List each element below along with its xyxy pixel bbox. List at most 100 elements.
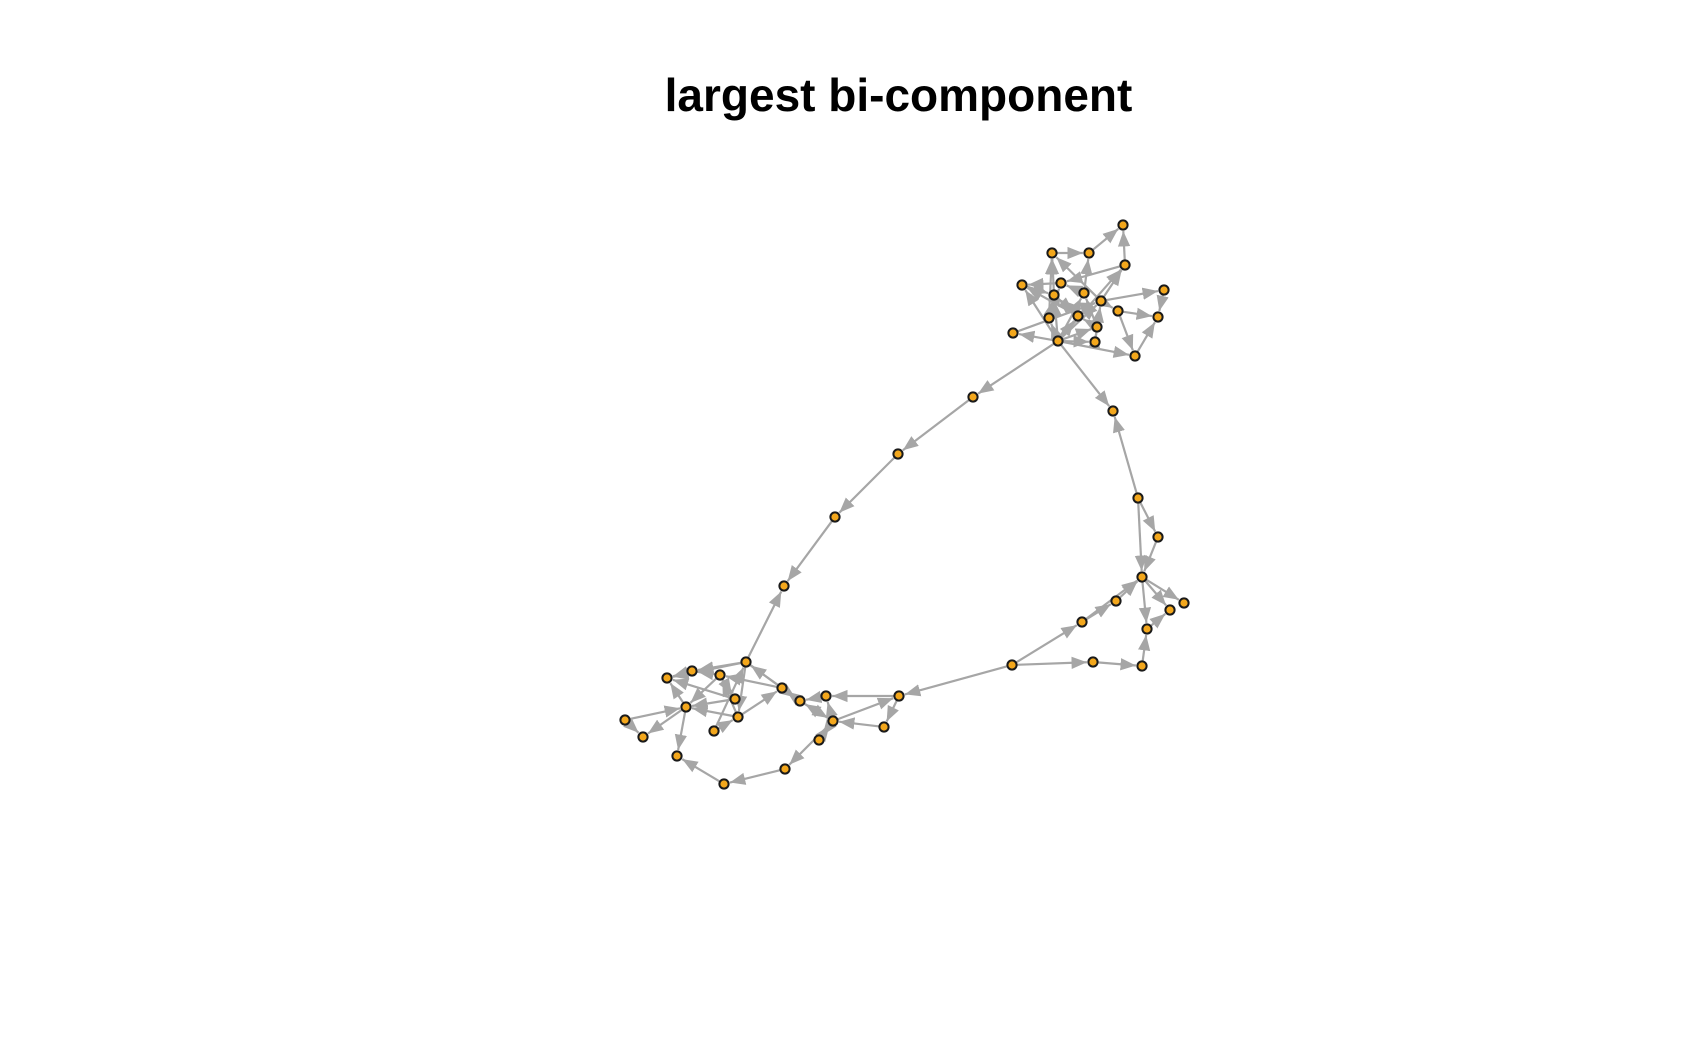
edge-t17-t4 xyxy=(1060,268,1122,339)
node-t18 xyxy=(1089,336,1101,348)
edge-t7-t6 xyxy=(1066,284,1084,298)
node-m4 xyxy=(1110,595,1122,607)
node-r2 xyxy=(1132,492,1144,504)
edge-b11-b5 xyxy=(741,690,778,716)
edge-b5-b4 xyxy=(725,673,778,689)
node-b20 xyxy=(718,778,730,790)
node-b9 xyxy=(820,690,832,702)
edge-b9-b8 xyxy=(805,690,823,703)
edge-r2-r3 xyxy=(1139,501,1157,533)
edge-b12-b10 xyxy=(836,697,894,721)
node-m3 xyxy=(1164,604,1176,616)
edge-r3-m1 xyxy=(1143,540,1158,572)
edge-m1-m6 xyxy=(1138,581,1152,624)
edge-b8-b5 xyxy=(786,690,804,706)
edge-b1-b3 xyxy=(672,661,742,680)
node-c2 xyxy=(892,448,904,460)
node-t3 xyxy=(1046,247,1058,259)
edge-b12-b8 xyxy=(804,703,830,720)
edge-t4-t6 xyxy=(1066,265,1121,284)
node-t2 xyxy=(1083,247,1095,259)
node-b6 xyxy=(729,693,741,705)
node-b11 xyxy=(732,711,744,723)
edge-b12-b19 xyxy=(788,723,831,766)
node-t13 xyxy=(1112,305,1124,317)
edge-b4-b7 xyxy=(689,677,718,704)
node-b1 xyxy=(740,656,752,668)
edge-m7-m6 xyxy=(1138,634,1151,662)
edge-b4-b2 xyxy=(697,667,716,681)
edge-r2-r1 xyxy=(1113,416,1138,494)
node-m8 xyxy=(1087,656,1099,668)
edge-t12-t8 xyxy=(1043,300,1056,318)
node-b10 xyxy=(893,690,905,702)
node-m7 xyxy=(1136,660,1148,672)
edge-t13-t14 xyxy=(1122,307,1153,320)
edge-t10-t4 xyxy=(1102,269,1123,298)
edge-t2-t1 xyxy=(1091,228,1119,251)
node-t7 xyxy=(1078,287,1090,299)
edge-t17-c1 xyxy=(977,342,1055,395)
edge-t7-t2 xyxy=(1080,258,1093,289)
edge-t19-t14 xyxy=(1136,321,1156,353)
plot-title: largest bi-component xyxy=(664,69,1133,121)
node-b4 xyxy=(714,669,726,681)
edge-t4-t1 xyxy=(1117,231,1131,261)
node-c4 xyxy=(778,580,790,592)
edge-m5-m4 xyxy=(1085,603,1112,621)
edge-m1-m3 xyxy=(1144,579,1167,607)
node-t16 xyxy=(1007,327,1019,339)
edge-b12-b9 xyxy=(825,701,838,719)
edge-b6-b7 xyxy=(691,697,731,710)
edge-t17-r1 xyxy=(1059,343,1111,407)
node-b15 xyxy=(619,714,631,726)
node-t9 xyxy=(1158,284,1170,296)
node-b16 xyxy=(637,731,649,743)
edge-layer xyxy=(623,228,1180,785)
edge-m9-m8 xyxy=(1016,656,1087,669)
edge-m1-m2 xyxy=(1145,578,1180,601)
node-b5 xyxy=(776,682,788,694)
edge-t17-t16 xyxy=(1018,330,1054,343)
node-b7 xyxy=(680,701,692,713)
edge-t17-t7 xyxy=(1059,297,1083,338)
edge-m6-m3 xyxy=(1149,613,1166,629)
edge-t13-t19 xyxy=(1118,314,1134,351)
edge-t8-t11 xyxy=(1056,297,1075,313)
edge-t9-t14 xyxy=(1156,294,1169,312)
node-t5 xyxy=(1016,279,1028,291)
edge-t10-t3 xyxy=(1055,256,1099,299)
edge-r2-m1 xyxy=(1134,502,1148,571)
node-m6 xyxy=(1141,623,1153,635)
edge-b13-b11 xyxy=(716,719,734,734)
node-m1 xyxy=(1136,571,1148,583)
edge-t15-t11 xyxy=(1082,318,1100,333)
edge-b5-b1 xyxy=(750,664,779,687)
edge-b14-b12 xyxy=(838,717,880,730)
node-c1 xyxy=(967,391,979,403)
node-t17 xyxy=(1052,335,1064,347)
node-c3 xyxy=(829,511,841,523)
edge-b15-b16 xyxy=(623,717,640,734)
node-m2 xyxy=(1178,597,1190,609)
node-t1 xyxy=(1117,219,1129,231)
edge-b1-c4 xyxy=(747,590,783,659)
edge-t6-t5 xyxy=(1028,277,1057,291)
edge-b7-b18 xyxy=(674,711,687,751)
node-b19 xyxy=(779,763,791,775)
node-b3 xyxy=(661,672,673,684)
edge-t17-t12 xyxy=(1050,323,1063,341)
node-t8 xyxy=(1048,289,1060,301)
node-b8 xyxy=(794,695,806,707)
node-b18 xyxy=(671,750,683,762)
edge-t12-t3 xyxy=(1044,259,1058,314)
node-t12 xyxy=(1043,312,1055,324)
node-b13 xyxy=(708,725,720,737)
node-t15 xyxy=(1091,321,1103,333)
edge-b17-b12 xyxy=(815,725,831,742)
edge-t10-t9 xyxy=(1105,287,1159,302)
node-b14 xyxy=(878,721,890,733)
edge-t17-t18 xyxy=(1062,335,1089,348)
